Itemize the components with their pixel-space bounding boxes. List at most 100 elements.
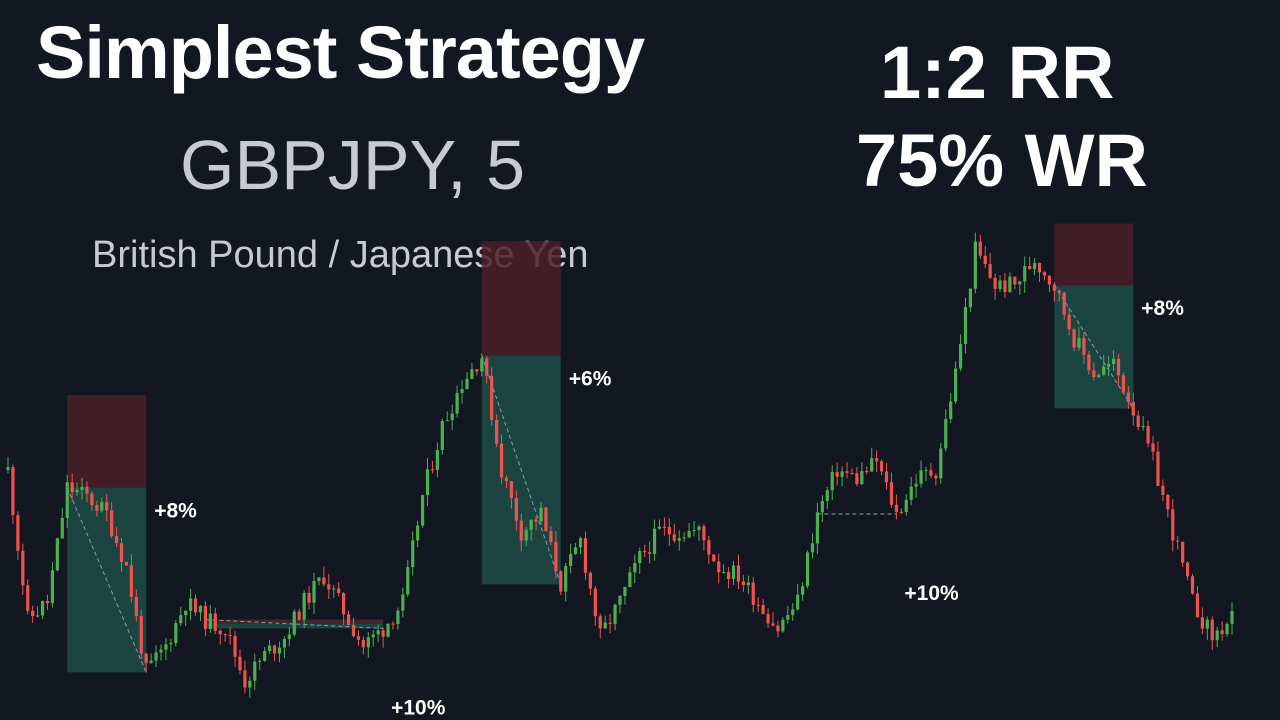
candle-body bbox=[85, 486, 89, 494]
candle-body bbox=[65, 482, 69, 518]
candle-body bbox=[761, 605, 765, 614]
candle-body bbox=[455, 392, 459, 414]
candle-body bbox=[741, 581, 745, 586]
candle-body bbox=[524, 529, 528, 541]
risk-reward-ratio: 1:2 RR bbox=[880, 31, 1115, 114]
trade-path-line bbox=[1053, 284, 1134, 409]
candle-body bbox=[169, 643, 173, 645]
candle-body bbox=[1205, 619, 1209, 629]
trade-stop-zone bbox=[1054, 223, 1134, 286]
candle-body bbox=[875, 458, 879, 462]
candle-body bbox=[514, 498, 518, 521]
candle-body bbox=[346, 614, 351, 625]
candle-body bbox=[342, 593, 346, 615]
candle-body bbox=[297, 611, 301, 620]
candle-body bbox=[139, 616, 143, 654]
candle-body bbox=[1097, 374, 1101, 377]
candle-body bbox=[396, 610, 400, 625]
candle-body bbox=[835, 471, 839, 477]
candle-body bbox=[450, 413, 454, 421]
candle-body bbox=[1185, 562, 1190, 577]
candle-body bbox=[149, 660, 153, 663]
candle-body bbox=[337, 588, 341, 594]
candle-body bbox=[1210, 619, 1214, 641]
candle-body bbox=[1082, 337, 1086, 355]
candle-body bbox=[1131, 402, 1135, 416]
candle-body bbox=[628, 572, 632, 588]
candle-body bbox=[865, 471, 869, 473]
candle-body bbox=[277, 647, 282, 654]
candle-body bbox=[1028, 266, 1032, 270]
candle-body bbox=[26, 585, 30, 611]
candle-body bbox=[894, 504, 898, 512]
trade-stop-zone bbox=[481, 241, 561, 356]
candle-body bbox=[218, 630, 222, 635]
candle-body bbox=[810, 543, 815, 553]
candle-body bbox=[963, 307, 968, 344]
candle-body bbox=[134, 596, 138, 617]
candle-body bbox=[45, 600, 50, 604]
candle-body bbox=[603, 622, 607, 629]
candle-body bbox=[1003, 280, 1007, 292]
candle-body bbox=[884, 471, 889, 483]
candle-body bbox=[613, 604, 617, 624]
candle-body bbox=[993, 277, 997, 289]
candle-body bbox=[845, 471, 849, 473]
candle-body bbox=[786, 615, 790, 620]
candle-body bbox=[1102, 366, 1106, 375]
candle-body bbox=[899, 511, 903, 513]
candle-body bbox=[776, 625, 780, 632]
candle-body bbox=[751, 582, 755, 605]
candle-body bbox=[1072, 329, 1076, 348]
candle-body bbox=[499, 443, 504, 478]
candle-body bbox=[578, 538, 583, 548]
trade-gain-label: +10% bbox=[391, 696, 446, 719]
candle-body bbox=[105, 502, 109, 511]
candle-body bbox=[401, 594, 405, 611]
candle-body bbox=[623, 587, 627, 596]
candle-body bbox=[282, 638, 286, 648]
candle-body bbox=[554, 542, 558, 572]
candle-body bbox=[174, 623, 178, 644]
candle-body bbox=[850, 472, 854, 474]
candle-body bbox=[11, 467, 15, 516]
candle-body bbox=[80, 486, 84, 490]
candle-body bbox=[164, 644, 168, 650]
trade-path-line bbox=[481, 355, 562, 585]
candle-body bbox=[919, 470, 923, 484]
candle-body bbox=[677, 538, 681, 541]
candle-body bbox=[366, 637, 370, 648]
candle-body bbox=[248, 680, 252, 688]
candle-body bbox=[534, 519, 538, 522]
candle-body bbox=[1077, 337, 1081, 348]
candle-body bbox=[386, 623, 390, 637]
candle-body bbox=[712, 554, 716, 562]
candle-body bbox=[652, 528, 657, 554]
candle-body bbox=[55, 538, 59, 571]
candle-body bbox=[805, 552, 810, 587]
candle-body bbox=[702, 526, 706, 541]
candle-body bbox=[914, 483, 918, 487]
candle-body bbox=[1171, 509, 1175, 541]
candle-body bbox=[529, 519, 533, 530]
candle-body bbox=[1111, 358, 1116, 365]
candle-body bbox=[801, 586, 805, 595]
candle-body bbox=[1092, 370, 1096, 377]
candle-body bbox=[228, 634, 232, 636]
candle-body bbox=[1067, 314, 1071, 330]
candle-body bbox=[193, 598, 198, 613]
candle-body bbox=[726, 572, 731, 580]
candle-body bbox=[889, 482, 894, 505]
candle-body bbox=[692, 530, 696, 532]
candle-body bbox=[929, 470, 933, 476]
candle-body bbox=[114, 536, 119, 544]
candle-body bbox=[490, 375, 494, 420]
candle-body bbox=[1008, 276, 1012, 292]
candle-body bbox=[1141, 425, 1145, 427]
candle-body bbox=[1225, 623, 1229, 635]
candle-body bbox=[766, 613, 770, 624]
candle-body bbox=[504, 477, 509, 482]
candle-body bbox=[1057, 290, 1061, 293]
candle-body bbox=[50, 570, 55, 604]
